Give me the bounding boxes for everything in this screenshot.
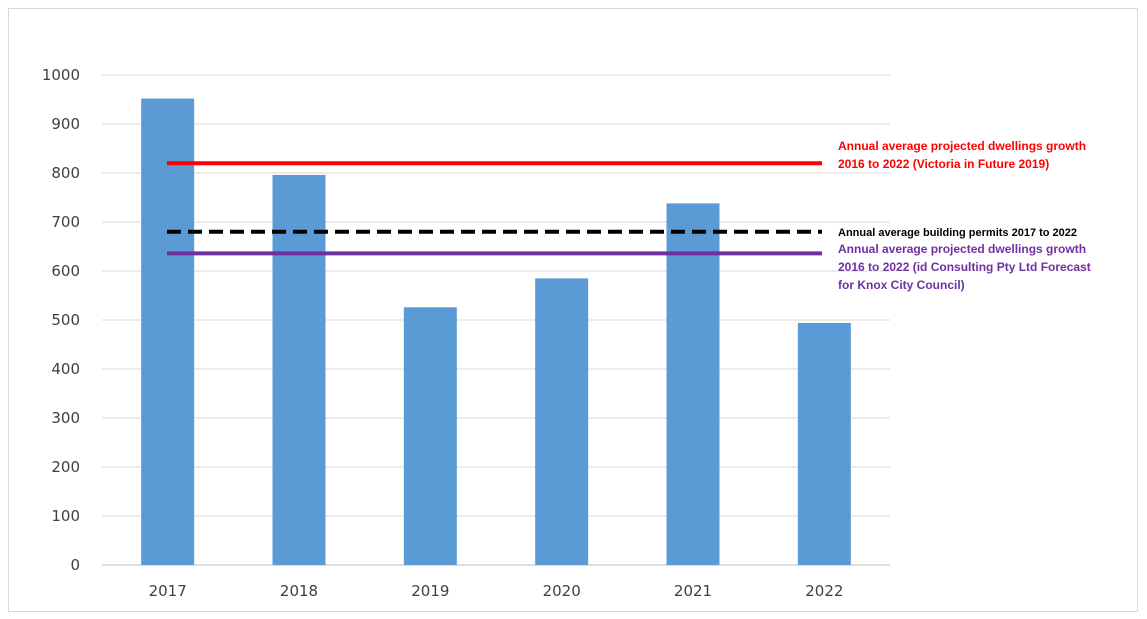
y-tick-label: 500 [51, 311, 80, 329]
reference-lines [167, 161, 822, 256]
x-tick-label: 2017 [149, 582, 187, 600]
reference-line-label: Annual average building permits 2017 to … [838, 227, 1077, 239]
y-tick-label: 700 [51, 213, 80, 231]
reference-line-label: 2016 to 2022 (id Consulting Pty Ltd Fore… [838, 260, 1091, 274]
bar-2019 [403, 307, 457, 565]
bar-2018 [272, 174, 326, 565]
y-tick-label: 200 [51, 458, 80, 476]
reference-line-label: for Knox City Council) [838, 278, 965, 292]
reference-line-label: Annual average projected dwellings growt… [838, 242, 1086, 256]
x-tick-label: 2019 [411, 582, 449, 600]
reference-line-labels: Annual average projected dwellings growt… [838, 139, 1091, 292]
x-tick-label: 2020 [543, 582, 581, 600]
y-tick-label: 0 [70, 556, 80, 574]
x-tick-label: 2021 [674, 582, 712, 600]
bar-2021 [666, 203, 720, 565]
y-tick-label: 1000 [42, 66, 80, 84]
reference-line-label: 2016 to 2022 (Victoria in Future 2019) [838, 157, 1049, 171]
reference-line-label: Annual average projected dwellings growt… [838, 139, 1086, 153]
x-tick-label: 2018 [280, 582, 318, 600]
y-axis-ticks: 0 100 200 300 400 500 600 700 800 900 1000 [42, 66, 80, 574]
x-tick-label: 2022 [805, 582, 843, 600]
bar-2022 [797, 322, 851, 565]
x-axis-ticks: 2017 2018 2019 2020 2021 2022 [149, 582, 844, 600]
gridlines [102, 74, 890, 566]
y-tick-label: 900 [51, 115, 80, 133]
y-tick-label: 400 [51, 360, 80, 378]
bars [141, 98, 851, 566]
bar-2017 [141, 98, 195, 566]
y-tick-label: 800 [51, 164, 80, 182]
y-tick-label: 100 [51, 507, 80, 525]
y-tick-label: 600 [51, 262, 80, 280]
bar-2020 [535, 278, 589, 565]
y-tick-label: 300 [51, 409, 80, 427]
